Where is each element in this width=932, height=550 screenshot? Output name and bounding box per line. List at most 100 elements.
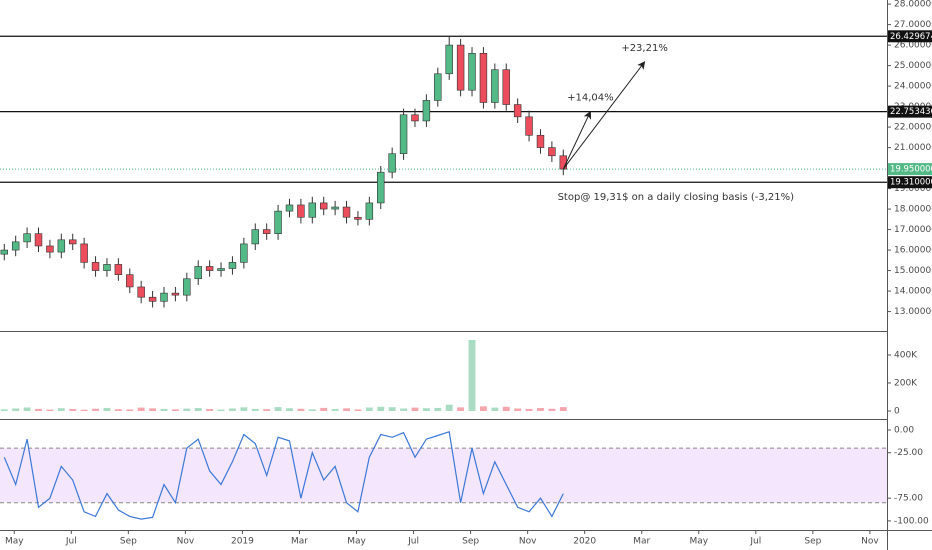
y-tick-label: 27.000000 <box>894 20 932 30</box>
candle-body <box>103 264 111 271</box>
volume-bar <box>480 406 487 411</box>
candle-body <box>148 296 157 302</box>
level-label: 19.310000 <box>890 178 932 188</box>
volume-bar <box>559 407 567 411</box>
volume-tick-label: 0 <box>894 406 900 416</box>
volume-bar <box>434 407 442 411</box>
candle-body <box>114 264 123 275</box>
volume-bar <box>183 408 191 411</box>
volume-bar <box>502 406 510 411</box>
volume-bar <box>80 409 88 411</box>
volume-bar <box>137 407 145 411</box>
y-tick-label: 13.000000 <box>894 307 932 317</box>
candle-body <box>0 249 9 255</box>
candle-body <box>308 202 317 218</box>
oscillator-band <box>0 448 887 503</box>
candle-body <box>399 114 408 155</box>
candle-body <box>251 229 259 245</box>
oscillator-tick-label: 0.00 <box>894 426 914 436</box>
volume-bar <box>354 409 362 411</box>
volume-bar <box>57 408 65 411</box>
level-label: 22.753436 <box>890 107 932 117</box>
y-tick-label: 18.000000 <box>894 205 932 215</box>
volume-bar <box>206 409 214 411</box>
last-price-label: 19.950000 <box>890 165 932 175</box>
x-tick-label: Sep <box>120 537 137 547</box>
volume-bar <box>69 409 77 411</box>
volume-bar <box>320 407 328 411</box>
candle-body <box>525 116 533 136</box>
volume-bar <box>297 408 305 411</box>
candle-body <box>559 155 568 170</box>
annotation-text: +23,21% <box>621 43 668 54</box>
volume-bar <box>377 406 385 411</box>
y-tick-label: 15.000000 <box>894 266 932 276</box>
volume-bar <box>400 408 407 411</box>
x-tick-label: May <box>689 537 708 547</box>
volume-bar <box>160 408 168 411</box>
candle-body <box>548 147 556 157</box>
volume-bar <box>365 407 373 411</box>
candle-body <box>468 52 476 91</box>
candle-body <box>46 245 54 253</box>
x-tick-label: Mar <box>633 537 650 547</box>
volume-bar <box>411 407 419 411</box>
y-tick-label: 19.000000 <box>894 184 932 194</box>
candle-body <box>319 202 328 210</box>
annotation-text: +14,04% <box>567 93 614 104</box>
volume-bar <box>251 408 259 411</box>
candle-body <box>194 266 202 280</box>
y-tick-label: 16.000000 <box>894 246 932 256</box>
annotation-arrow <box>562 110 592 170</box>
volume-bar <box>468 339 476 411</box>
volume-bar <box>537 408 544 411</box>
candle-body <box>57 239 66 253</box>
candle-body <box>354 216 362 220</box>
volume-tick-label: 200K <box>894 378 918 388</box>
candle-body <box>365 202 374 220</box>
volume-bar <box>35 408 42 411</box>
candle-body <box>91 262 100 271</box>
annotation-text: Stop@ 19,31$ on a daily closing basis (-… <box>558 192 795 203</box>
candle-body <box>388 153 396 173</box>
oscillator-tick-label: -100.00 <box>894 516 929 526</box>
candle-body <box>411 114 419 122</box>
level-label-bg <box>888 105 932 118</box>
volume-bar <box>286 408 293 411</box>
x-tick-label: Nov <box>177 537 195 547</box>
volume-bar <box>491 407 499 411</box>
volume-bar <box>548 408 556 411</box>
candle-body <box>422 100 431 122</box>
volume-bar <box>422 408 430 411</box>
candle-body <box>274 210 282 234</box>
x-tick-label: Nov <box>861 537 879 547</box>
volume-bar <box>46 409 54 411</box>
candle-body <box>228 262 237 269</box>
candle-body <box>502 69 510 105</box>
y-tick-label: 28.000000 <box>894 0 932 10</box>
x-tick-label: May <box>5 537 24 547</box>
volume-bar <box>525 408 533 411</box>
x-tick-label: Sep <box>462 537 479 547</box>
candle-body <box>491 69 499 103</box>
volume-bar <box>194 408 202 411</box>
candle-body <box>331 206 339 210</box>
x-tick-label: Jul <box>65 537 77 547</box>
candle-body <box>240 243 248 263</box>
candle-body <box>434 73 442 101</box>
candle-body <box>377 171 385 204</box>
y-tick-label: 21.000000 <box>894 143 932 153</box>
volume-bar <box>457 407 465 411</box>
oscillator-tick-label: -25.00 <box>894 448 923 458</box>
y-tick-label: 17.000000 <box>894 225 932 235</box>
candle-body <box>342 206 351 218</box>
candle-body <box>171 292 180 296</box>
oscillator-tick-label: -75.00 <box>894 494 923 504</box>
volume-bar <box>343 408 350 411</box>
candle-body <box>456 44 465 91</box>
level-label-bg <box>888 30 932 43</box>
candle-body <box>513 104 522 118</box>
volume-bar <box>229 408 236 411</box>
candle-body <box>217 268 225 271</box>
